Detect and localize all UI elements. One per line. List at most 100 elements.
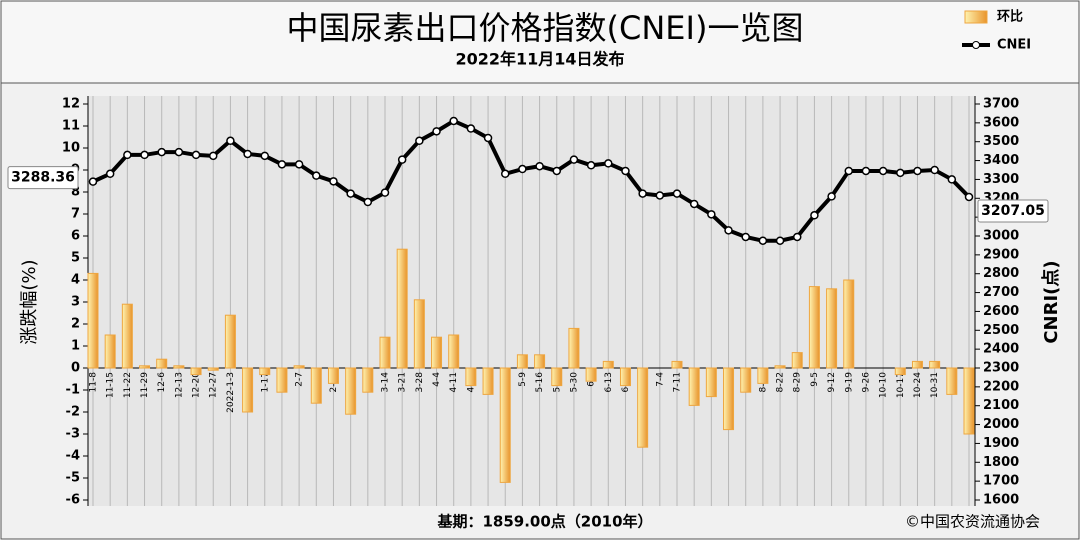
x-tick-label: 11-29	[140, 372, 150, 398]
bar	[894, 367, 906, 376]
line-point	[415, 136, 424, 146]
line-point	[397, 155, 407, 164]
y-tick-label: 10	[62, 141, 80, 156]
bar	[190, 367, 202, 376]
y2-tick-label: 3700	[983, 97, 1019, 112]
x-tick-label: 9-5	[810, 372, 820, 387]
bar	[413, 299, 425, 369]
line-point	[707, 210, 716, 219]
line-point	[140, 150, 149, 160]
y-tick-label: 0	[71, 361, 80, 376]
legend-marker	[972, 41, 980, 49]
value-label-box	[977, 199, 1049, 223]
y-tick-label: -5	[66, 471, 80, 486]
y-tick-label: 7	[71, 207, 80, 222]
bar	[740, 367, 752, 393]
line-point	[621, 166, 630, 176]
x-tick-label: 7-4	[655, 372, 665, 387]
line-point	[518, 164, 527, 174]
y-tick-label: 5	[71, 251, 80, 266]
y-tick-label: 6	[71, 229, 80, 244]
bar	[808, 286, 820, 369]
bar	[929, 360, 941, 369]
line-point	[380, 188, 390, 197]
bar	[310, 367, 322, 404]
line-point	[604, 159, 613, 168]
footnote: 基期：1859.00点（2010年）	[436, 513, 652, 531]
x-tick-label: 9-26	[861, 372, 871, 393]
line-point	[483, 133, 493, 143]
line-point	[432, 127, 441, 136]
bar	[671, 360, 683, 369]
bar	[946, 367, 958, 395]
header	[0, 0, 1080, 84]
y2-tick-label: 2800	[983, 266, 1019, 281]
line-point	[964, 192, 974, 202]
bar	[327, 367, 339, 384]
line-point	[586, 161, 596, 170]
x-tick-label: 10-17	[896, 372, 906, 398]
line-point	[638, 189, 647, 198]
line-point	[792, 232, 802, 242]
line-point	[226, 136, 235, 146]
x-tick-label: 3-14	[381, 372, 391, 393]
line-point	[689, 199, 699, 209]
line-point	[844, 166, 854, 176]
line-point	[294, 160, 304, 169]
bar	[362, 367, 374, 393]
line	[92, 118, 971, 243]
bar	[259, 367, 271, 376]
y-tick-label: -6	[66, 493, 80, 508]
bar	[619, 367, 631, 387]
y2-tick-label: 1600	[983, 493, 1019, 508]
legend-label: CNEI	[997, 38, 1031, 53]
y2-tick-label: 2300	[983, 361, 1019, 376]
x-tick-label: 9-19	[844, 372, 854, 393]
x-tick-label: 5-30	[569, 372, 579, 393]
x-tick-label: 3-28	[415, 372, 425, 393]
x-tick-label: 3-21	[398, 372, 408, 392]
y-tick-label: -1	[66, 383, 80, 398]
line-point	[810, 211, 819, 220]
bar	[396, 248, 408, 369]
bar	[963, 367, 975, 435]
line-point	[157, 147, 166, 157]
x-tick-label: 7-11	[673, 372, 683, 392]
bar	[276, 367, 288, 393]
bar	[602, 360, 614, 369]
y-tick-label: -3	[66, 427, 80, 442]
line-point	[552, 166, 562, 176]
x-tick-label: 1-17	[260, 372, 270, 392]
x-tick-label: 6-13	[604, 372, 614, 392]
bar	[482, 367, 494, 395]
y-axis-label: 涨跌幅(%)	[19, 259, 40, 344]
line-point	[775, 236, 785, 245]
y2-tick-label: 2400	[983, 342, 1019, 357]
bar	[448, 334, 460, 369]
bar	[637, 367, 649, 448]
line-point	[758, 236, 768, 245]
chart-title: 中国尿素出口价格指数(CNEI)一览图	[287, 9, 804, 47]
bar	[791, 352, 803, 369]
x-tick-label: 10-10	[879, 372, 889, 398]
bar	[568, 327, 580, 369]
line-point	[174, 147, 184, 157]
bar	[774, 365, 786, 369]
bar	[207, 367, 219, 371]
bar	[551, 367, 563, 387]
line-point	[277, 160, 287, 169]
line-point	[741, 232, 750, 242]
line-point	[329, 177, 338, 186]
bar	[139, 365, 151, 369]
bar	[723, 367, 735, 431]
line-point	[913, 166, 922, 176]
x-tick-label: 4-11	[449, 372, 459, 392]
y-tick-label: 4	[71, 273, 80, 288]
x-tick-label: 12-27	[209, 372, 219, 398]
y-tick-label: 11	[62, 119, 80, 134]
x-tick-label: 11-8	[89, 372, 99, 393]
x-tick-label: 2022-1-3	[226, 372, 236, 413]
bar	[757, 367, 769, 384]
